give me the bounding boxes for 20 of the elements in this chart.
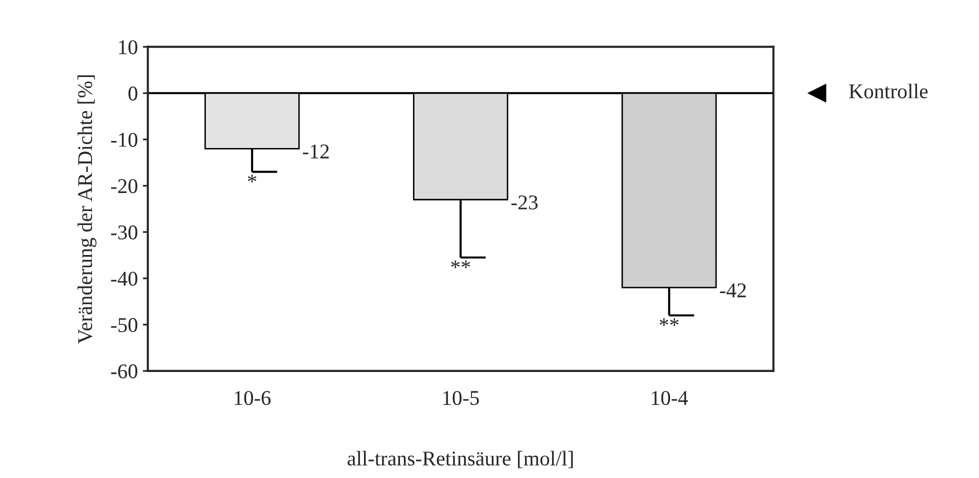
x-axis-title: all-trans-Retinsäure [mol/l] — [348, 450, 573, 468]
y-tick-label: -60 — [111, 364, 138, 378]
x-tick-label: 10-6 — [234, 390, 271, 406]
y-tick-label: -30 — [111, 225, 138, 240]
y-tick-label: -10 — [111, 132, 138, 147]
y-tick-label: -50 — [111, 318, 138, 332]
y-tick-label: -40 — [111, 272, 138, 286]
ref-line-label: Kontrolle — [849, 84, 928, 98]
y-tick-label: 10 — [119, 40, 138, 54]
y-tick-label: -20 — [111, 179, 138, 194]
annotation: ** — [451, 260, 470, 268]
data-label: -42 — [720, 283, 746, 298]
data-label: -12 — [302, 144, 329, 158]
annotation: ** — [660, 318, 679, 326]
y-tick-label: 0 — [128, 86, 138, 101]
data-label: -23 — [511, 195, 538, 210]
annotation: * — [248, 174, 256, 182]
x-tick-label: 10-4 — [652, 390, 688, 406]
x-tick-label: 10-5 — [443, 390, 479, 406]
y-axis-title: Veränderung der AR-Dichte [%] — [77, 75, 96, 344]
